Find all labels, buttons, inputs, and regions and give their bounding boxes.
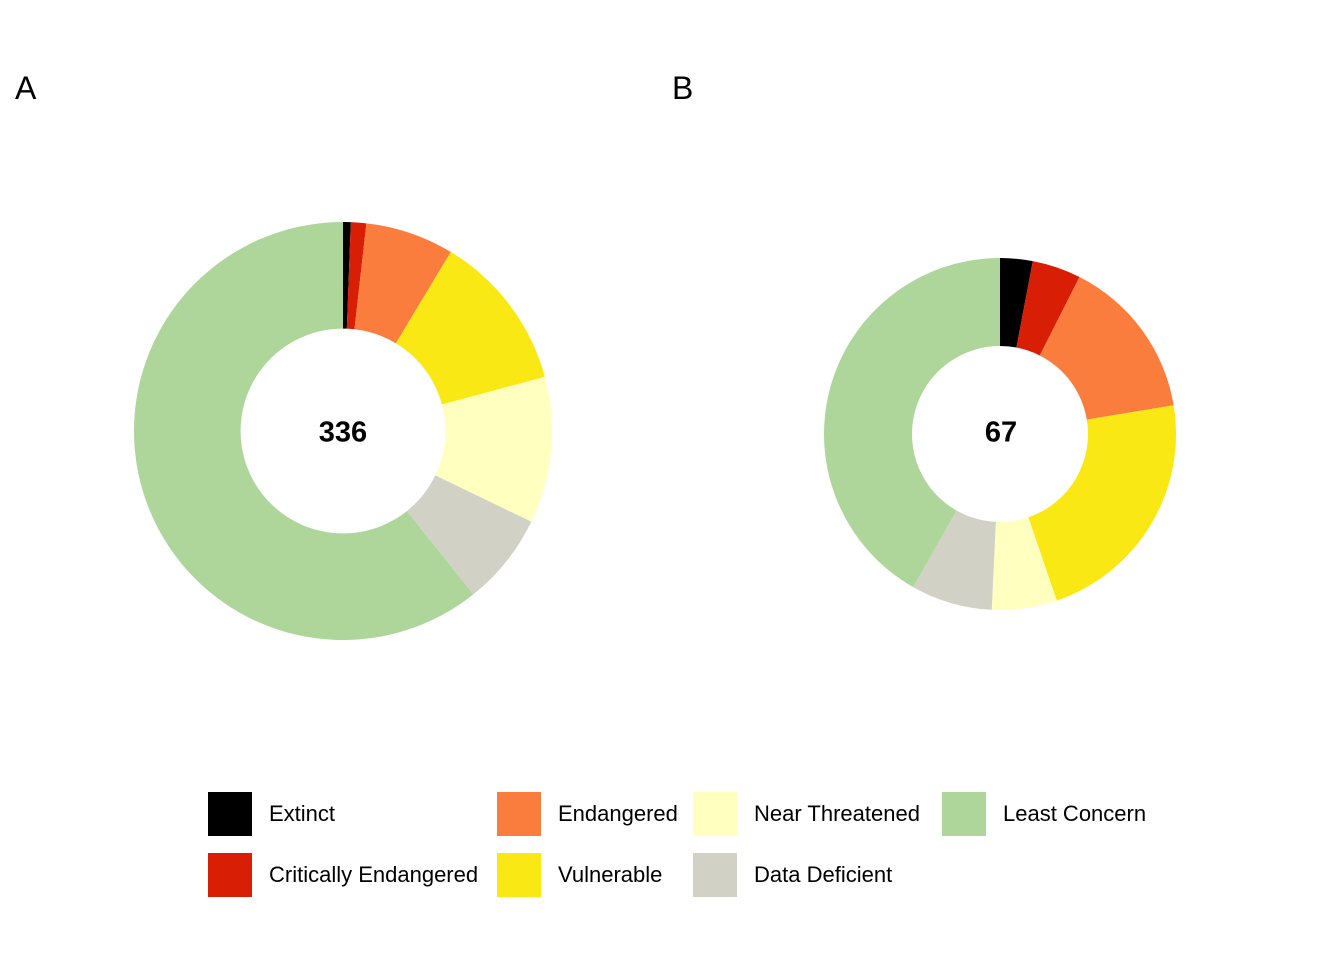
legend-item-vulnerable: Vulnerable <box>497 853 678 897</box>
donut-slice-endangered <box>1039 276 1174 420</box>
donut-slice-least-concern <box>134 222 474 640</box>
legend-swatch-critically-endangered <box>208 853 252 897</box>
donut-a-total-label: 336 <box>318 416 368 449</box>
donut-slice-vulnerable <box>1028 405 1176 601</box>
legend-column-3: Near Threatened Data Deficient <box>693 792 920 914</box>
legend-label-least-concern: Least Concern <box>1003 801 1147 826</box>
legend-column-4: Least Concern <box>942 792 1146 853</box>
legend-item-endangered: Endangered <box>497 792 678 836</box>
donut-slice-endangered <box>354 223 451 344</box>
legend-label-critically-endangered: Critically Endangered <box>269 862 479 887</box>
legend-item-data-deficient: Data Deficient <box>693 853 920 897</box>
legend-label-extinct: Extinct <box>269 801 336 826</box>
legend-item-critically-endangered: Critically Endangered <box>208 853 478 897</box>
legend-swatch-data-deficient <box>693 853 737 897</box>
legend-swatch-endangered <box>497 792 541 836</box>
donut-slice-near-threatened <box>991 517 1057 610</box>
donut-b-total-label: 67 <box>984 416 1018 449</box>
legend-swatch-near-threatened <box>693 792 737 836</box>
donut-chart-a <box>134 222 552 640</box>
donut-slice-data-deficient <box>406 475 532 595</box>
legend-swatch-extinct <box>208 792 252 836</box>
legend-label-near-threatened: Near Threatened <box>754 801 920 826</box>
legend-label-endangered: Endangered <box>558 801 678 826</box>
legend-label-vulnerable: Vulnerable <box>558 862 663 887</box>
legend-column-1: Extinct Critically Endangered <box>208 792 478 914</box>
donut-chart-b <box>824 258 1176 610</box>
donut-slice-extinct <box>343 222 351 329</box>
donut-slice-critically-endangered <box>1016 261 1080 356</box>
legend-item-least-concern: Least Concern <box>942 792 1146 836</box>
donut-slice-data-deficient <box>913 510 996 610</box>
panel-label-b: B <box>672 70 694 106</box>
donut-slice-vulnerable <box>395 251 545 405</box>
legend-swatch-least-concern <box>942 792 986 836</box>
legend-item-extinct: Extinct <box>208 792 478 836</box>
legend-column-2: Endangered Vulnerable <box>497 792 678 914</box>
donut-slice-least-concern <box>824 258 1000 588</box>
donut-slice-critically-endangered <box>346 222 367 330</box>
legend-label-data-deficient: Data Deficient <box>754 862 893 887</box>
donut-slice-near-threatened <box>435 376 552 522</box>
legend-swatch-vulnerable <box>497 853 541 897</box>
legend-item-near-threatened: Near Threatened <box>693 792 920 836</box>
panel-label-a: A <box>15 70 37 106</box>
donut-slice-extinct <box>1000 258 1033 348</box>
